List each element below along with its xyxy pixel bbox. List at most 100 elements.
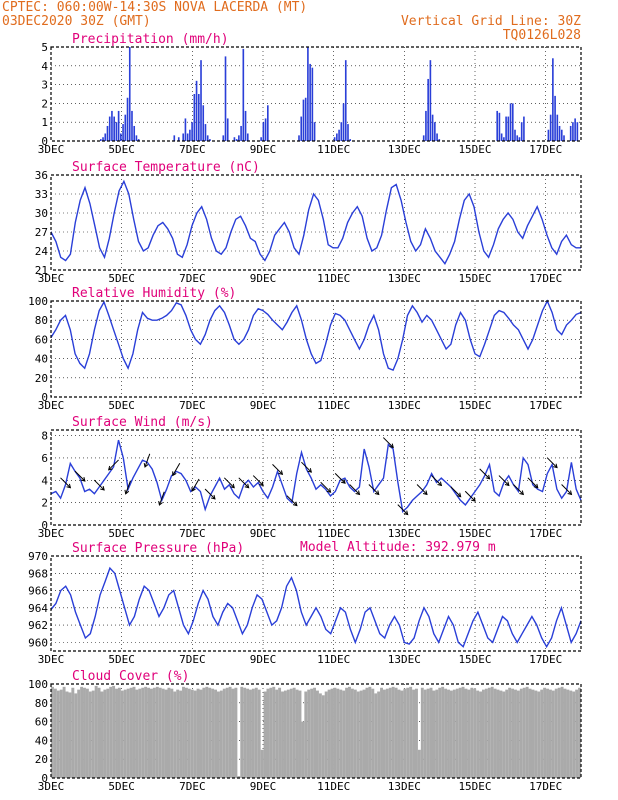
cloud-bar <box>231 688 235 778</box>
wind-arrow <box>252 475 264 487</box>
wind-title: Surface Wind (m/s) <box>72 415 213 430</box>
cloud-bar <box>551 690 555 778</box>
precip-y-tick-label: 3 <box>41 79 48 92</box>
wind-arrow-head <box>471 497 476 502</box>
wind-arrow-head <box>553 463 558 469</box>
cloud-bar <box>301 721 305 778</box>
precip-bar <box>556 114 559 141</box>
precip-bar <box>200 60 202 141</box>
rh-y-tick-label: 80 <box>35 314 48 327</box>
cloud-bar <box>275 689 279 778</box>
cloud-bar <box>499 690 503 778</box>
precip-bar <box>135 135 138 141</box>
precip-y-tick-label: 5 <box>41 41 48 54</box>
cloud-bar <box>365 687 369 778</box>
cloud-bar <box>432 690 436 778</box>
cloud-bar <box>563 688 567 778</box>
cloud-bar <box>190 689 194 778</box>
precip-bar <box>244 110 247 141</box>
temp-x-tick-label: 5DEC <box>108 272 135 285</box>
cloud-bar <box>554 688 558 778</box>
cloud-bar <box>455 688 459 778</box>
wind-arrow-shaft <box>464 490 476 502</box>
precip-bar <box>507 116 510 141</box>
cloud-bar <box>557 687 561 778</box>
precip-bar <box>572 122 574 141</box>
cloud-bar <box>158 687 162 778</box>
precip-bar <box>438 139 441 141</box>
precip-bar <box>518 137 521 141</box>
wind-arrow <box>74 470 86 482</box>
precip-bar <box>338 129 340 141</box>
wind-arrow <box>172 463 181 477</box>
cloud-bar <box>359 690 363 778</box>
cloud-bar <box>225 687 229 778</box>
precip-bar <box>333 137 336 141</box>
cloud-bar <box>394 687 398 778</box>
precip-bar <box>115 122 118 141</box>
precip-bar <box>496 110 499 141</box>
precip-bar <box>505 116 507 141</box>
cloud-bar <box>112 685 116 778</box>
temp-y-tick-label: 33 <box>35 188 48 201</box>
precip-bar <box>342 103 345 141</box>
precip-bar <box>514 129 516 141</box>
pres-x-tick-label: 3DEC <box>38 653 65 666</box>
precip-y-tick-label: 4 <box>41 60 48 73</box>
wind-arrow-shaft <box>144 453 151 468</box>
temp-x-tick-label: 11DEC <box>317 272 350 285</box>
wind-arrow <box>191 478 200 492</box>
wind-arrow-shaft <box>252 475 264 486</box>
wind-arrow-head <box>504 481 510 487</box>
cloud-bar <box>441 686 445 778</box>
wind-arrow-shaft <box>479 468 490 480</box>
cloud-x-tick-label: 15DEC <box>458 780 491 793</box>
cloud-bar <box>391 686 395 778</box>
wind-arrow-shaft <box>349 484 360 495</box>
wind-x-tick-label: 11DEC <box>317 527 350 540</box>
wind-arrow-head <box>456 492 462 498</box>
cloud-bar <box>324 691 328 778</box>
cloud-y-tick-label: 60 <box>35 716 48 729</box>
wind-arrow-head <box>80 477 86 482</box>
wind-arrow <box>238 477 250 489</box>
wind-arrow <box>498 475 510 487</box>
cloud-bar <box>327 689 331 778</box>
cloud-bar <box>71 687 75 778</box>
rh-x-tick-label: 5DEC <box>108 399 135 412</box>
cloud-bar <box>152 687 156 778</box>
cloud-bar <box>534 690 538 778</box>
wind-arrow-shaft <box>125 480 131 494</box>
precip-bar <box>122 124 124 141</box>
cloud-bar <box>228 686 232 778</box>
cloud-y-tick-label: 80 <box>35 697 48 710</box>
wind-arrow-shaft <box>93 479 105 491</box>
cloud-bar <box>278 687 282 778</box>
precip-bar <box>560 129 563 141</box>
wind-arrow-shaft <box>223 477 235 489</box>
precip-bar <box>202 105 205 141</box>
precip-bar <box>117 110 120 141</box>
precip-bar <box>206 135 209 141</box>
cloud-x-tick-label: 3DEC <box>38 780 65 793</box>
precip-bar <box>422 135 425 141</box>
pres-x-tick-label: 13DEC <box>388 653 421 666</box>
cloud-x-tick-label: 5DEC <box>108 780 135 793</box>
cloud-bar <box>487 687 491 778</box>
cloud-bar <box>196 688 200 778</box>
temp-x-tick-label: 15DEC <box>458 272 491 285</box>
pres-frame <box>50 555 582 652</box>
cloud-bar <box>415 688 418 778</box>
grid-line-note: Vertical Grid Line: 30Z <box>401 14 581 29</box>
cloud-bar <box>109 686 113 778</box>
precip-x-tick-label: 17DEC <box>529 143 562 156</box>
cloud-title: Cloud Cover (%) <box>72 669 189 684</box>
wind-arrow <box>431 475 443 487</box>
cloud-x-tick-label: 7DEC <box>179 780 206 793</box>
precip-bar <box>260 137 262 141</box>
cloud-bar <box>77 689 81 778</box>
cloud-bar <box>318 693 322 778</box>
wind-arrow-shaft <box>238 477 250 489</box>
rh-x-tick-label: 13DEC <box>388 399 421 412</box>
precip-y-tick-label: 0 <box>41 135 48 148</box>
